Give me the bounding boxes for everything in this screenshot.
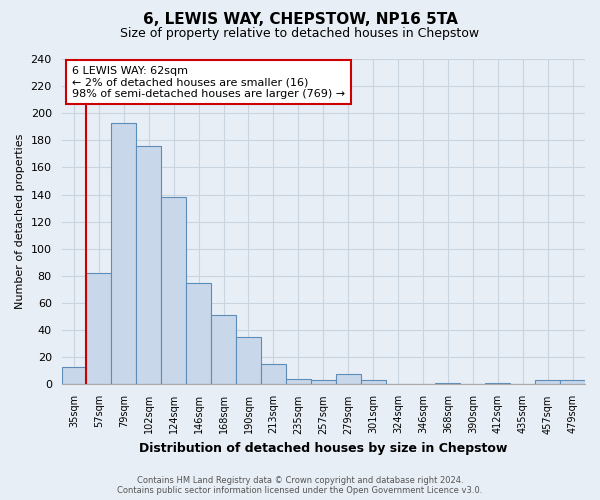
Text: 6 LEWIS WAY: 62sqm
← 2% of detached houses are smaller (16)
98% of semi-detached: 6 LEWIS WAY: 62sqm ← 2% of detached hous… [72,66,345,98]
Text: Size of property relative to detached houses in Chepstow: Size of property relative to detached ho… [121,28,479,40]
Bar [161,198,186,384]
Y-axis label: Number of detached properties: Number of detached properties [15,134,25,310]
Bar [286,379,311,384]
Bar [436,383,460,384]
X-axis label: Distribution of detached houses by size in Chepstow: Distribution of detached houses by size … [139,442,508,455]
Bar [261,364,286,384]
Bar [485,383,510,384]
Bar [112,122,136,384]
Bar [86,274,112,384]
Bar [560,380,585,384]
Text: 6, LEWIS WAY, CHEPSTOW, NP16 5TA: 6, LEWIS WAY, CHEPSTOW, NP16 5TA [143,12,457,28]
Bar [62,367,86,384]
Bar [211,316,236,384]
Bar [535,380,560,384]
Bar [311,380,336,384]
Bar [361,380,386,384]
Bar [236,337,261,384]
Text: Contains HM Land Registry data © Crown copyright and database right 2024.
Contai: Contains HM Land Registry data © Crown c… [118,476,482,495]
Bar [136,146,161,384]
Bar [336,374,361,384]
Bar [186,282,211,384]
